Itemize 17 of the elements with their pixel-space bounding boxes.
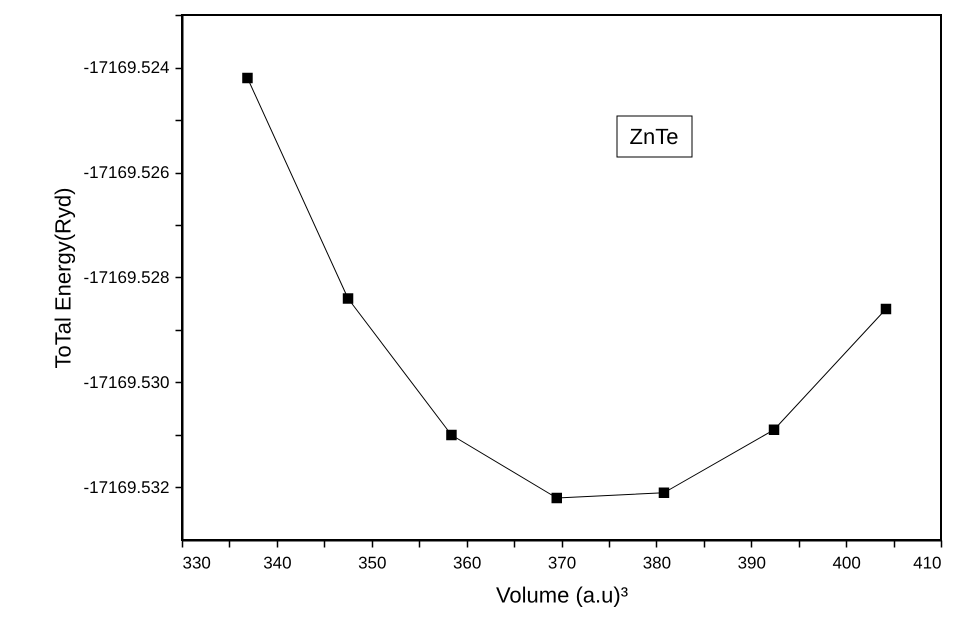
x-tick-label: 370 (548, 554, 576, 572)
x-tick-label: 330 (182, 554, 211, 572)
y-tick-label: -17169.532 (83, 478, 170, 497)
x-tick-label: 360 (452, 554, 482, 572)
x-tick-label: 380 (642, 554, 672, 572)
y-tick-label: -17169.530 (83, 373, 170, 392)
y-tick-label: -17169.528 (83, 268, 170, 287)
x-tick-label: 340 (263, 554, 292, 572)
x-tick-label: 410 (913, 554, 942, 572)
x-axis-title: Volume (a.u)³ (496, 582, 628, 608)
y-tick-label: -17169.526 (83, 163, 170, 182)
x-tick-label: 390 (738, 554, 766, 572)
x-tick-label: 350 (358, 554, 386, 572)
x-tick-label: 400 (832, 554, 861, 572)
y-axis-title: ToTal Energy(Ryd) (50, 188, 76, 368)
annotation: ZnTe (630, 124, 678, 149)
y-tick-label: -17169.524 (83, 58, 170, 77)
